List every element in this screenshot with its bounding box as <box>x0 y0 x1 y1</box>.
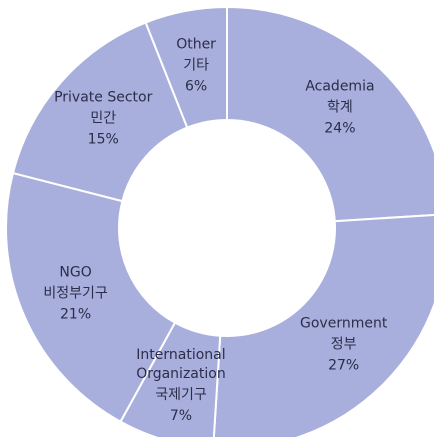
category-name: International Organization <box>136 347 226 383</box>
local-name: 비정부기구 <box>43 285 108 302</box>
category-name: Private Sector <box>54 89 153 106</box>
segment-label: Other 기타 6% <box>136 33 256 98</box>
value-label: 15% <box>87 131 119 148</box>
category-name: Government <box>300 315 388 332</box>
value-label: 7% <box>169 408 193 425</box>
local-name: 정부 <box>330 336 357 353</box>
value-label: 27% <box>328 357 360 374</box>
category-name: NGO <box>59 264 92 281</box>
segment-label: Academia 학계 24% <box>280 75 400 140</box>
segment-label: Government 정부 27% <box>284 312 404 377</box>
segment-label: International Organization 국제기구 7% <box>121 344 241 428</box>
donut-segment <box>5 171 177 424</box>
value-label: 21% <box>60 306 92 323</box>
value-label: 24% <box>324 120 356 137</box>
local-name: 기타 <box>183 57 209 74</box>
donut-segment <box>226 5 434 223</box>
local-name: 민간 <box>90 110 117 127</box>
donut-segment <box>11 21 189 203</box>
donut-segment <box>212 213 434 437</box>
donut-segment <box>144 5 228 129</box>
segment-label: Private Sector 민간 15% <box>43 86 163 151</box>
category-name: Other <box>176 36 216 53</box>
local-name: 학계 <box>327 99 353 116</box>
value-label: 6% <box>184 78 208 95</box>
local-name: 국제기구 <box>155 387 207 404</box>
segment-label: NGO 비정부기구 21% <box>16 261 136 326</box>
category-name: Academia <box>305 78 375 95</box>
